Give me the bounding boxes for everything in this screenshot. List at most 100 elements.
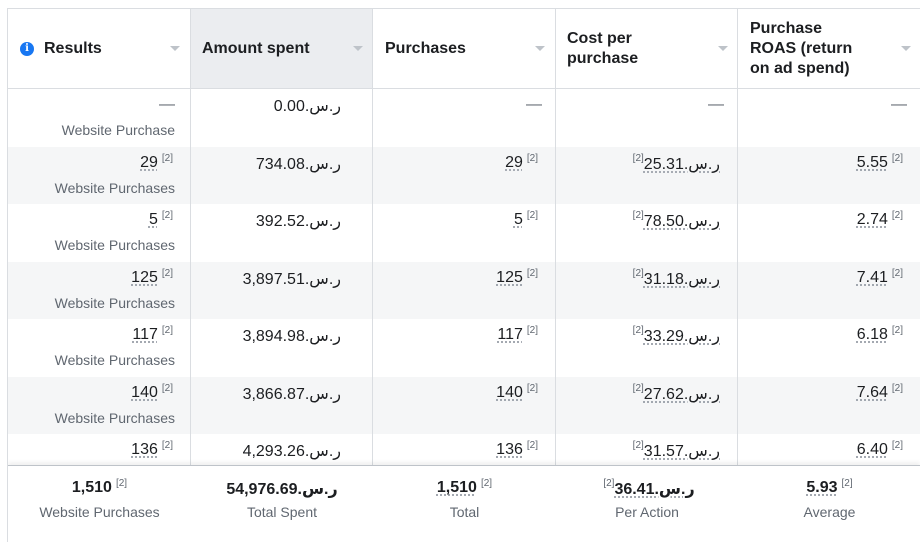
metric-value[interactable]: 136 bbox=[131, 441, 158, 458]
column-label: Cost per purchase bbox=[567, 29, 639, 67]
table-row[interactable]: 125 [2] Website Purchases ر.س.3,897.51 125 [2… bbox=[8, 261, 920, 319]
cell-value: 136 [2] bbox=[131, 440, 173, 459]
cell-purchases: 140 [2] bbox=[373, 377, 556, 434]
column-label: Results bbox=[44, 39, 102, 57]
metric-value[interactable]: 2.74 bbox=[856, 211, 888, 228]
metric-value[interactable]: 117 bbox=[132, 326, 158, 343]
sort-caret-icon[interactable] bbox=[170, 46, 180, 51]
metric-value: ر.س.3,897.51 bbox=[242, 270, 341, 288]
table-row[interactable]: — Website Purchase ر.س.0.00 — — — bbox=[8, 89, 920, 146]
cell-value: ر.س.734.08 bbox=[256, 154, 341, 174]
metric-value[interactable]: 125 bbox=[131, 268, 158, 286]
sort-caret-icon[interactable] bbox=[353, 46, 363, 51]
cell-value: 6.18 [2] bbox=[856, 325, 903, 344]
column-header-purchase-roas[interactable]: Purchase ROAS (return on ad spend) bbox=[738, 9, 920, 88]
metric-value[interactable]: 125 bbox=[496, 268, 523, 286]
cell-amount-spent: ر.س.0.00 bbox=[191, 89, 373, 146]
cell-cost-per-purchase: ر.س.27.62[2] bbox=[556, 377, 738, 434]
table-row[interactable]: 136 [2] ر.س.4,293.26 136 [2] ر.س.31.57[2] 6.40… bbox=[8, 434, 920, 491]
cell-results: 125 [2] Website Purchases bbox=[8, 262, 191, 319]
cell-purchase-roas: — bbox=[738, 89, 920, 146]
metric-value[interactable]: 5 bbox=[513, 211, 523, 228]
metric-value[interactable]: 140 bbox=[131, 383, 158, 401]
table-row[interactable]: 140 [2] Website Purchases ر.س.3,866.87 140 [2… bbox=[8, 376, 920, 434]
cell-purchase-roas: 7.41 [2] bbox=[738, 262, 920, 319]
cell-amount-spent: ر.س.3,894.98 bbox=[191, 319, 373, 376]
footnote-marker: [2] bbox=[526, 210, 538, 221]
table-row[interactable]: 5 [2] Website Purchases ر.س.392.52 5 [2] ر.س.7… bbox=[8, 204, 920, 261]
metric-value[interactable]: ر.س.31.18 bbox=[643, 270, 720, 288]
empty-value: — bbox=[159, 96, 175, 113]
cell-value: 136 [2] bbox=[496, 440, 538, 459]
footnote-marker: [2] bbox=[632, 382, 644, 394]
metric-value[interactable]: 136 bbox=[496, 441, 523, 458]
cell-value: ر.س.3,897.51 bbox=[243, 269, 341, 289]
footnote-marker: [2] bbox=[526, 152, 538, 164]
cell-purchases: 5 [2] bbox=[373, 204, 556, 261]
sort-caret-icon[interactable] bbox=[535, 46, 545, 51]
cell-value: ر.س.25.31[2] bbox=[629, 153, 720, 174]
metric-value[interactable]: 5.55 bbox=[856, 153, 888, 171]
metric-value[interactable]: 29 bbox=[140, 153, 158, 171]
cell-amount-spent: ر.س.3,866.87 bbox=[191, 377, 373, 434]
cell-cost-per-purchase: ر.س.25.31[2] bbox=[556, 147, 738, 204]
metric-value: ر.س.4,293.26 bbox=[242, 443, 341, 460]
result-type-label: Website Purchases bbox=[54, 237, 175, 253]
metric-value[interactable]: 29 bbox=[505, 153, 523, 171]
footnote-marker: [2] bbox=[632, 325, 644, 336]
cell-value: 29 [2] bbox=[505, 152, 538, 172]
metric-value[interactable]: 6.18 bbox=[856, 326, 888, 343]
empty-value: — bbox=[526, 96, 542, 113]
column-label: Purchases bbox=[385, 39, 466, 57]
footnote-marker: [2] bbox=[161, 325, 173, 336]
sort-caret-icon[interactable] bbox=[901, 46, 911, 51]
metric-value[interactable]: ر.س.78.50 bbox=[643, 213, 720, 230]
cell-results: 5 [2] Website Purchases bbox=[8, 204, 191, 261]
metric-value[interactable]: ر.س.33.29 bbox=[643, 328, 720, 345]
footnote-marker: [2] bbox=[632, 440, 644, 451]
info-icon[interactable]: i bbox=[20, 41, 34, 56]
column-header-cost-per-purchase[interactable]: Cost per purchase bbox=[555, 9, 738, 88]
result-type-label: Website Purchases bbox=[54, 294, 175, 311]
cell-purchases: — bbox=[373, 89, 556, 146]
metric-value[interactable]: ر.س.27.62 bbox=[643, 385, 720, 403]
cell-purchases: 125 [2] bbox=[373, 262, 556, 319]
cell-cost-per-purchase: ر.س.31.18[2] bbox=[556, 262, 738, 319]
metric-value: ر.س.0.00 bbox=[273, 98, 341, 115]
cell-results: 117 [2] Website Purchases bbox=[8, 319, 191, 376]
cell-purchase-roas: 6.18 [2] bbox=[738, 319, 920, 376]
metric-value[interactable]: 5 bbox=[148, 211, 158, 228]
cell-value: 7.64 [2] bbox=[856, 383, 903, 402]
metric-value[interactable]: ر.س.25.31 bbox=[643, 155, 720, 173]
cell-value: 5 [2] bbox=[513, 210, 538, 229]
table-header: i Results Amount spent Purchases Cost pe… bbox=[8, 9, 920, 89]
table-row[interactable]: 117 [2] Website Purchases ر.س.3,894.98 117 [2… bbox=[8, 319, 920, 376]
footnote-marker: [2] bbox=[161, 382, 173, 394]
column-header-amount-spent[interactable]: Amount spent bbox=[190, 9, 373, 88]
cell-purchase-roas: 5.55 [2] bbox=[738, 147, 920, 204]
footnote-marker: [2] bbox=[526, 440, 538, 451]
metric-value: ر.س.3,866.87 bbox=[242, 385, 341, 403]
cell-value: 140 [2] bbox=[131, 382, 173, 402]
summary-purchases: 1,510 [2] Total bbox=[436, 478, 493, 520]
metric-value[interactable]: 7.64 bbox=[856, 383, 888, 401]
metric-value[interactable]: 117 bbox=[497, 326, 523, 343]
metric-value[interactable]: 140 bbox=[496, 383, 523, 401]
table-row[interactable]: 29 [2] Website Purchases ر.س.734.08 29 [2] ر.س… bbox=[8, 146, 920, 204]
column-header-purchases[interactable]: Purchases bbox=[373, 9, 555, 88]
cell-value: 125 [2] bbox=[496, 268, 538, 287]
sort-caret-icon[interactable] bbox=[718, 46, 728, 51]
cell-cost-per-purchase: ر.س.78.50[2] bbox=[556, 204, 738, 261]
footnote-marker: [2] bbox=[891, 325, 903, 336]
metric-value[interactable]: 7.41 bbox=[856, 268, 888, 286]
metric-value[interactable]: ر.س.31.57 bbox=[643, 443, 720, 460]
metric-value[interactable]: 6.40 bbox=[856, 441, 888, 458]
cell-purchases: 136 [2] bbox=[373, 434, 556, 491]
result-type-label: Website Purchases bbox=[54, 409, 175, 426]
result-type-label: Website Purchases bbox=[54, 179, 175, 196]
column-header-results[interactable]: i Results bbox=[8, 9, 190, 88]
cell-value: ر.س.27.62[2] bbox=[629, 382, 720, 404]
cell-purchase-roas: 6.40 [2] bbox=[738, 434, 920, 491]
cell-value: ر.س.0.00 bbox=[274, 96, 341, 116]
cell-value: 2.74 [2] bbox=[856, 210, 903, 229]
